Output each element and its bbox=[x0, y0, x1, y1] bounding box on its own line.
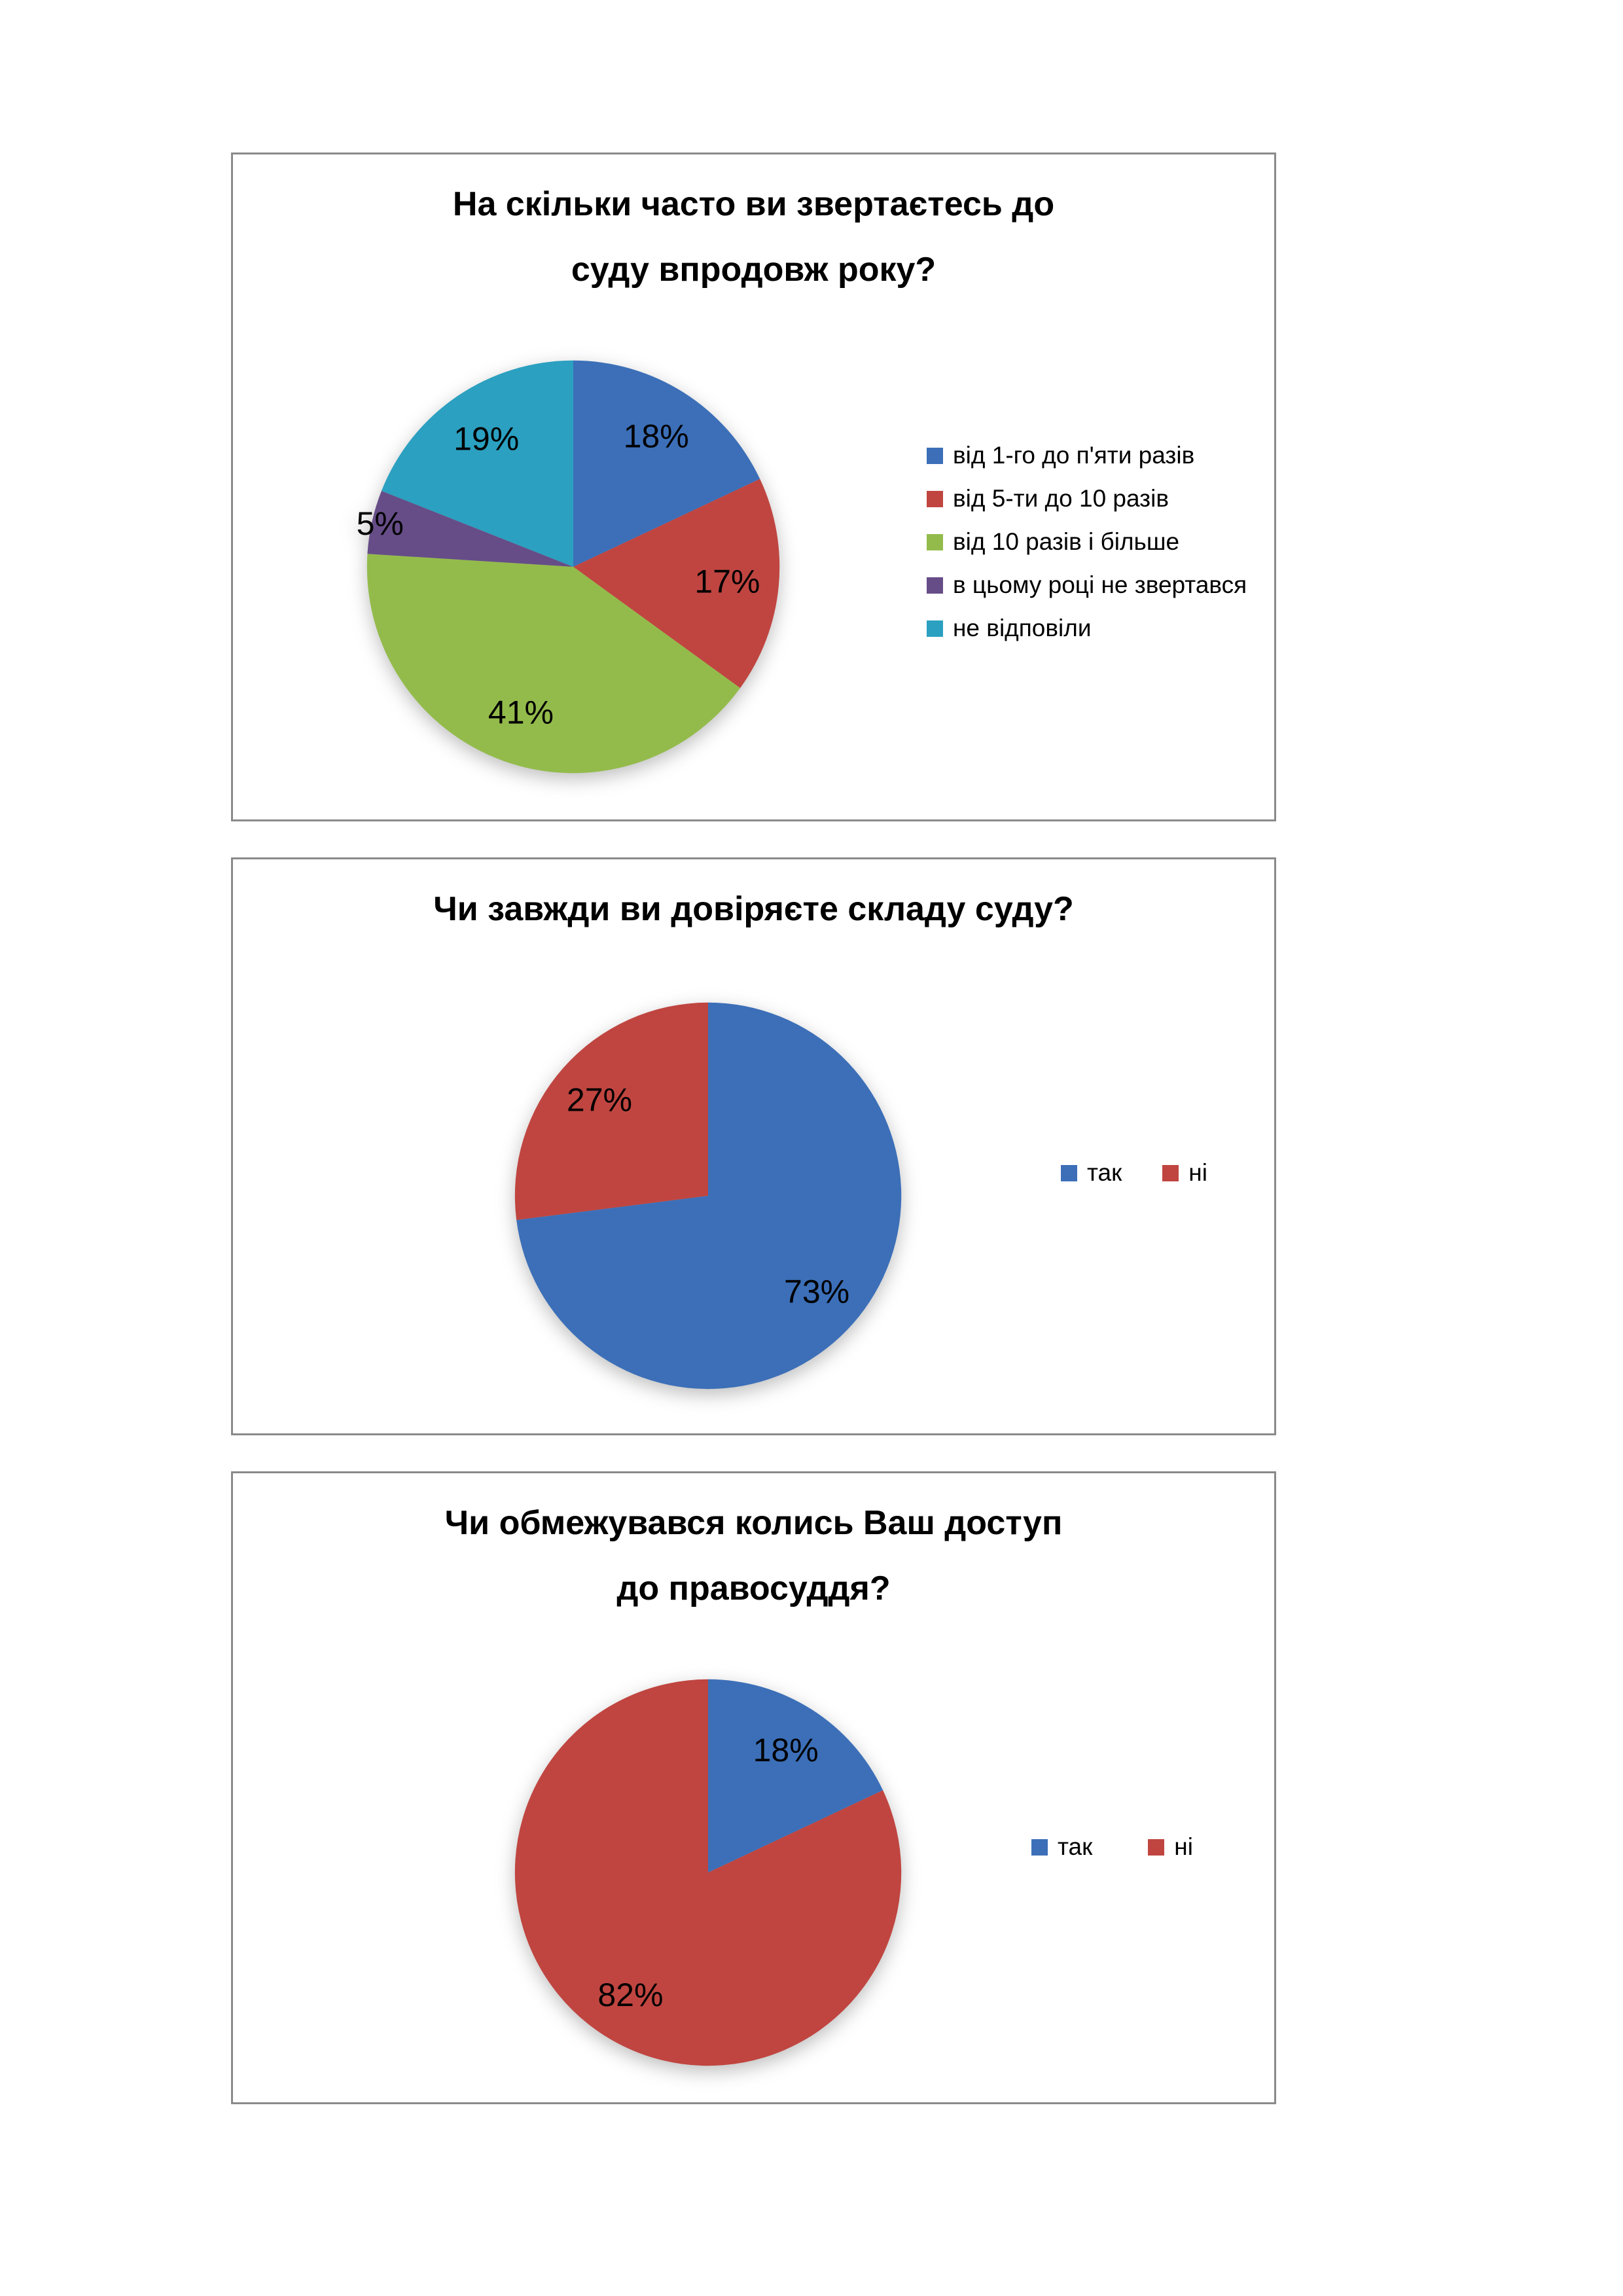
pie-slice bbox=[573, 478, 780, 689]
legend-swatch bbox=[927, 620, 943, 637]
legend-item: від 10 разів і більше bbox=[927, 520, 1247, 564]
chart-title-line: суду впродовж року? bbox=[571, 251, 936, 289]
legend-label: так bbox=[1087, 1159, 1122, 1186]
chart-title: На скільки часто ви звертаєтесь до суду в… bbox=[233, 171, 1274, 302]
pie-slice bbox=[381, 360, 573, 567]
pie-slice-label: 5% bbox=[357, 505, 404, 542]
legend-swatch bbox=[927, 577, 943, 594]
chart-title-line: Чи завжди ви довіряєте складу суду? bbox=[433, 890, 1074, 928]
legend-label: від 1-го до п'яти разів bbox=[953, 442, 1195, 469]
legend-swatch bbox=[1162, 1164, 1179, 1181]
chart-court-visit-frequency: На скільки часто ви звертаєтесь до суду в… bbox=[231, 152, 1276, 821]
pie-chart: 18% 82% bbox=[514, 1679, 902, 2066]
chart-title-line: до правосуддя? bbox=[616, 1570, 891, 1607]
legend-swatch bbox=[927, 533, 943, 550]
pie-slice-label: 27% bbox=[567, 1082, 632, 1119]
legend-item: ні bbox=[1148, 1833, 1193, 1861]
legend-swatch bbox=[1148, 1839, 1165, 1856]
chart-title: Чи завжди ви довіряєте складу суду? bbox=[233, 876, 1274, 942]
legend-swatch bbox=[927, 490, 943, 507]
legend-label: від 5-ти до 10 разів bbox=[953, 485, 1169, 512]
legend-item: так bbox=[1061, 1159, 1122, 1187]
pie-slice-label: 41% bbox=[488, 694, 554, 730]
legend: так ні bbox=[1031, 1833, 1193, 1861]
pie-slice-label: 73% bbox=[784, 1273, 849, 1310]
legend-label: від 10 разів і більше bbox=[953, 528, 1180, 555]
pie-slice bbox=[708, 1679, 883, 1873]
chart-access-to-justice: Чи обмежувався колись Ваш доступ до право… bbox=[231, 1471, 1276, 2104]
pie-slice bbox=[366, 554, 741, 774]
legend-swatch bbox=[1031, 1839, 1048, 1856]
legend-swatch bbox=[927, 447, 943, 464]
pie-slice-label: 17% bbox=[694, 563, 760, 600]
chart-title-line: На скільки часто ви звертаєтесь до bbox=[452, 185, 1055, 223]
legend-label: не відповіли bbox=[953, 615, 1092, 641]
pie-slice bbox=[367, 490, 573, 567]
legend-item: ні bbox=[1162, 1159, 1207, 1187]
pie-slice-label: 19% bbox=[454, 420, 519, 457]
legend-item: від 5-ти до 10 разів bbox=[927, 477, 1247, 520]
legend-item: не відповіли bbox=[927, 607, 1247, 650]
pie-slice-label: 82% bbox=[597, 1977, 663, 2013]
pie-slice bbox=[573, 360, 760, 567]
legend-label: в цьому році не звертався bbox=[953, 571, 1247, 598]
chart-title-line: Чи обмежувався колись Ваш доступ bbox=[444, 1504, 1063, 1542]
pie-slice-label: 18% bbox=[753, 1732, 819, 1768]
pie-chart: 73% 27% bbox=[514, 1002, 902, 1390]
pie-slice bbox=[514, 1679, 902, 2066]
legend-swatch bbox=[1061, 1164, 1077, 1181]
chart-trust-in-court: Чи завжди ви довіряєте складу суду? 73% 2… bbox=[231, 857, 1276, 1435]
legend: так ні bbox=[1061, 1159, 1207, 1187]
legend-item: в цьому році не звертався bbox=[927, 564, 1247, 607]
pie-slice bbox=[516, 1002, 902, 1390]
chart-title: Чи обмежувався колись Ваш доступ до право… bbox=[233, 1490, 1274, 1621]
pie-slice-label: 18% bbox=[624, 418, 689, 454]
legend-item: від 1-го до п'яти разів bbox=[927, 434, 1247, 477]
pie-chart: 18% 17% 41% 5% 19% bbox=[357, 360, 780, 774]
pie-slice bbox=[514, 1002, 708, 1220]
legend-label: ні bbox=[1188, 1159, 1207, 1186]
legend: від 1-го до п'яти разів від 5-ти до 10 ра… bbox=[927, 434, 1247, 650]
legend-label: ні bbox=[1174, 1833, 1193, 1860]
legend-item: так bbox=[1031, 1833, 1092, 1861]
legend-label: так bbox=[1058, 1833, 1093, 1860]
